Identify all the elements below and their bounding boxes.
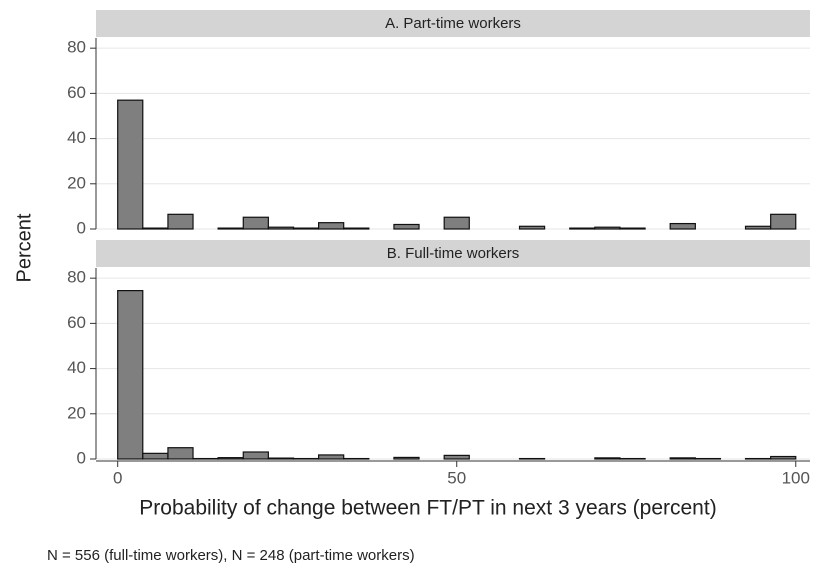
bar <box>443 454 470 460</box>
y-tick-label: 80 <box>67 38 86 57</box>
x-tick-label: 50 <box>447 468 466 487</box>
y-tick-label: 60 <box>67 313 86 332</box>
y-tick-label: 20 <box>67 173 86 192</box>
bar <box>142 227 169 230</box>
bar <box>443 216 470 230</box>
y-tick-label: 0 <box>77 448 86 467</box>
bar <box>518 225 546 230</box>
bar <box>267 457 295 460</box>
bar <box>242 216 269 230</box>
y-tick-label: 20 <box>67 403 86 422</box>
panel-title: B. Full-time workers <box>387 245 520 262</box>
bar <box>770 455 797 460</box>
bar <box>393 456 420 460</box>
bar <box>669 222 696 230</box>
bar <box>343 227 370 230</box>
bar <box>242 451 269 460</box>
panel-title: A. Part-time workers <box>385 15 521 32</box>
x-tick-label: 0 <box>113 468 122 487</box>
bar <box>669 457 696 460</box>
x-axis-label: Probability of change between FT/PT in n… <box>139 497 716 520</box>
y-tick-label: 60 <box>67 83 86 102</box>
bar <box>167 447 194 460</box>
panel-strip <box>96 240 810 267</box>
bar <box>594 226 621 230</box>
bar <box>393 223 420 230</box>
note: N = 556 (full-time workers), N = 248 (pa… <box>47 547 415 564</box>
bar <box>167 213 194 230</box>
x-tick-label: 100 <box>782 468 810 487</box>
y-tick-label: 80 <box>67 268 86 287</box>
bar <box>770 213 797 230</box>
bar <box>569 227 596 230</box>
panel-strip <box>96 10 810 37</box>
bar <box>117 290 144 460</box>
bar <box>594 457 621 460</box>
bar <box>619 227 646 230</box>
bar <box>217 457 244 460</box>
bar <box>318 222 345 230</box>
y-tick-label: 40 <box>67 128 86 147</box>
bar <box>142 452 169 460</box>
y-tick-label: 0 <box>77 218 86 237</box>
y-tick-label: 40 <box>67 358 86 377</box>
y-axis-label: Percent <box>13 213 35 282</box>
bar <box>318 454 345 460</box>
bar <box>744 225 772 230</box>
bar <box>217 227 244 230</box>
bar <box>292 227 320 230</box>
bar <box>267 226 295 230</box>
bar <box>117 99 144 230</box>
